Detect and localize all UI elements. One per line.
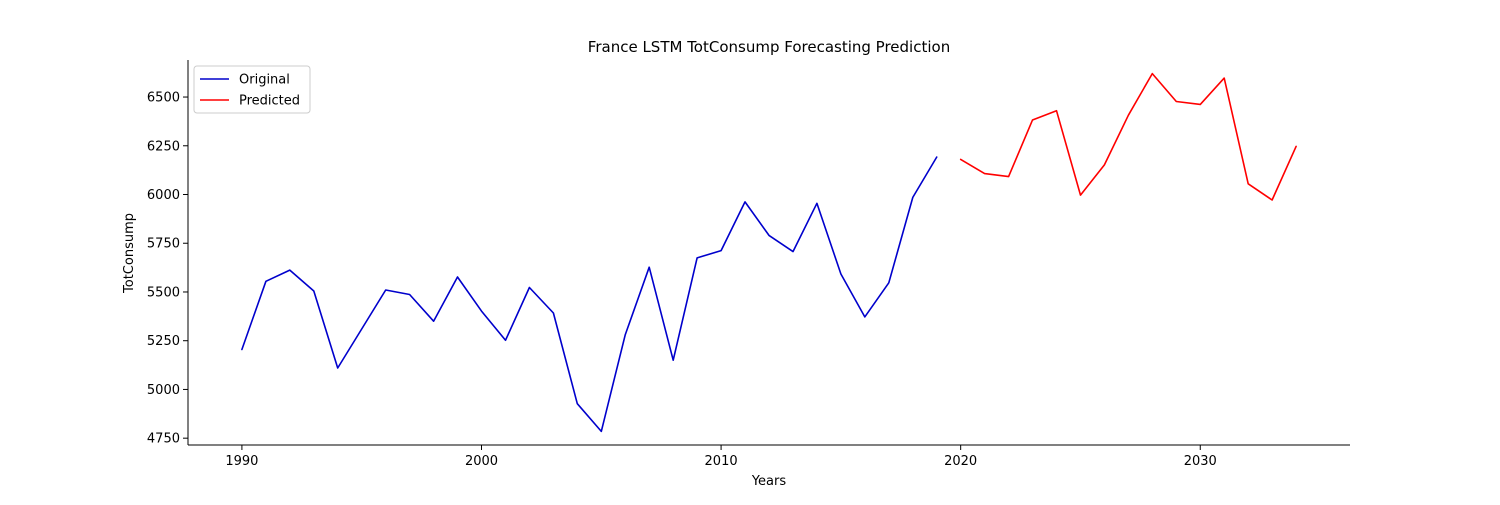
x-tick-label: 2000 bbox=[465, 454, 498, 469]
x-axis-title: Years bbox=[751, 474, 787, 489]
legend-frame bbox=[193, 65, 311, 114]
y-axis-title: TotConsump bbox=[122, 213, 137, 294]
x-tick-label: 2020 bbox=[944, 454, 977, 469]
y-tick-label: 4750 bbox=[147, 432, 180, 447]
series-layer bbox=[241, 72, 1297, 433]
x-axis-ticks: 1990 2000 2010 2020 2030 bbox=[225, 445, 1217, 469]
x-tick-label: 2030 bbox=[1184, 454, 1217, 469]
y-tick-label: 5500 bbox=[147, 285, 180, 300]
series-line-predicted bbox=[959, 72, 1297, 201]
y-tick-label: 5250 bbox=[147, 334, 180, 349]
legend-label-original: Original bbox=[239, 73, 290, 88]
y-axis-ticks: 4750 5000 5250 5500 5750 6000 6250 6500 bbox=[147, 91, 188, 447]
legend-label-predicted: Predicted bbox=[239, 94, 300, 109]
x-tick-label: 1990 bbox=[225, 454, 258, 469]
series-line-original bbox=[241, 156, 938, 433]
y-tick-label: 5750 bbox=[147, 237, 180, 252]
chart-title: France LSTM TotConsump Forecasting Predi… bbox=[588, 38, 950, 56]
y-tick-label: 6250 bbox=[147, 139, 180, 154]
y-tick-label: 6000 bbox=[147, 188, 180, 203]
y-tick-label: 6500 bbox=[147, 91, 180, 106]
legend: Original Predicted bbox=[193, 65, 311, 114]
x-tick-label: 2010 bbox=[705, 454, 738, 469]
y-tick-label: 5000 bbox=[147, 383, 180, 398]
